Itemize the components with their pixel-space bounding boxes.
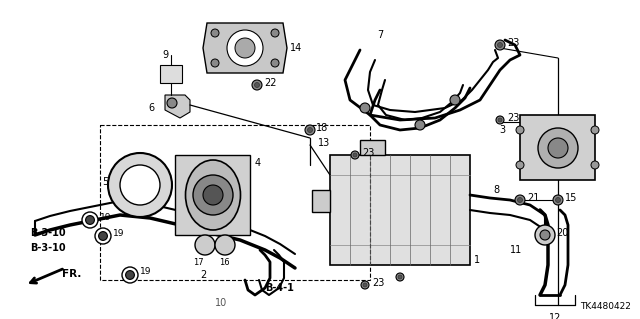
Text: 19: 19 [100,213,111,222]
Circle shape [518,197,522,203]
Circle shape [99,232,108,241]
Circle shape [271,59,279,67]
Bar [520,115,595,180]
Circle shape [516,161,524,169]
Circle shape [255,83,259,87]
Circle shape [553,195,563,205]
Text: 9: 9 [162,50,168,60]
Bar [100,125,370,280]
Circle shape [591,126,599,134]
Circle shape [82,212,98,228]
Text: 12: 12 [549,313,561,319]
Text: 15: 15 [565,193,577,203]
Circle shape [211,29,219,37]
Polygon shape [203,23,287,73]
Ellipse shape [186,160,241,230]
Text: FR.: FR. [62,269,81,279]
Circle shape [167,98,177,108]
Text: 23: 23 [372,278,385,288]
Circle shape [548,138,568,158]
Circle shape [211,59,219,67]
Bar [312,190,330,212]
Circle shape [227,30,263,66]
Text: 13: 13 [318,138,330,148]
Text: 3: 3 [499,125,505,135]
Text: 18: 18 [316,123,328,133]
Text: 14: 14 [290,43,302,53]
Circle shape [122,267,138,283]
Text: 7: 7 [377,30,383,40]
Bar [330,155,470,265]
Text: 17: 17 [193,258,204,267]
Text: 21: 21 [527,193,540,203]
Text: 16: 16 [219,258,229,267]
Text: 22: 22 [264,78,276,88]
Circle shape [215,235,235,255]
Circle shape [538,128,578,168]
Circle shape [193,175,233,215]
Circle shape [305,125,315,135]
Text: 11: 11 [509,245,522,255]
Text: 2: 2 [200,270,206,280]
Text: 1: 1 [474,255,480,265]
Polygon shape [165,95,190,118]
Text: B-3-10: B-3-10 [30,243,66,253]
Circle shape [498,118,502,122]
Circle shape [351,151,359,159]
Circle shape [556,197,561,203]
Circle shape [363,283,367,287]
Text: 20: 20 [556,228,568,238]
Circle shape [361,281,369,289]
Text: 23: 23 [507,38,520,48]
Circle shape [535,225,555,245]
Circle shape [515,195,525,205]
Circle shape [271,29,279,37]
Circle shape [95,228,111,244]
Bar [360,140,385,155]
Circle shape [307,128,312,132]
Text: B-4-1: B-4-1 [265,283,294,293]
Circle shape [591,161,599,169]
Circle shape [497,42,502,48]
Text: 10: 10 [215,298,227,308]
Text: B-3-10: B-3-10 [30,228,66,238]
Text: 19: 19 [113,228,125,238]
Text: 23: 23 [507,113,520,123]
Circle shape [353,153,357,157]
Text: 6: 6 [148,103,154,113]
Circle shape [235,38,255,58]
Text: 5: 5 [102,177,108,187]
Circle shape [398,275,402,279]
Text: TK4480422: TK4480422 [580,302,631,311]
Text: 4: 4 [255,158,261,168]
Circle shape [195,235,215,255]
Text: 8: 8 [493,185,499,195]
Bar [160,65,182,83]
Circle shape [450,95,460,105]
Circle shape [252,80,262,90]
Circle shape [86,216,95,224]
Circle shape [396,273,404,281]
Circle shape [360,103,370,113]
Circle shape [415,120,425,130]
Circle shape [496,116,504,124]
Circle shape [108,153,172,217]
Text: 19: 19 [140,268,152,277]
Circle shape [516,126,524,134]
Text: 23: 23 [362,148,374,158]
Circle shape [125,271,134,279]
Circle shape [495,40,505,50]
Circle shape [540,230,550,240]
Bar [175,155,250,235]
Circle shape [120,165,160,205]
Circle shape [203,185,223,205]
